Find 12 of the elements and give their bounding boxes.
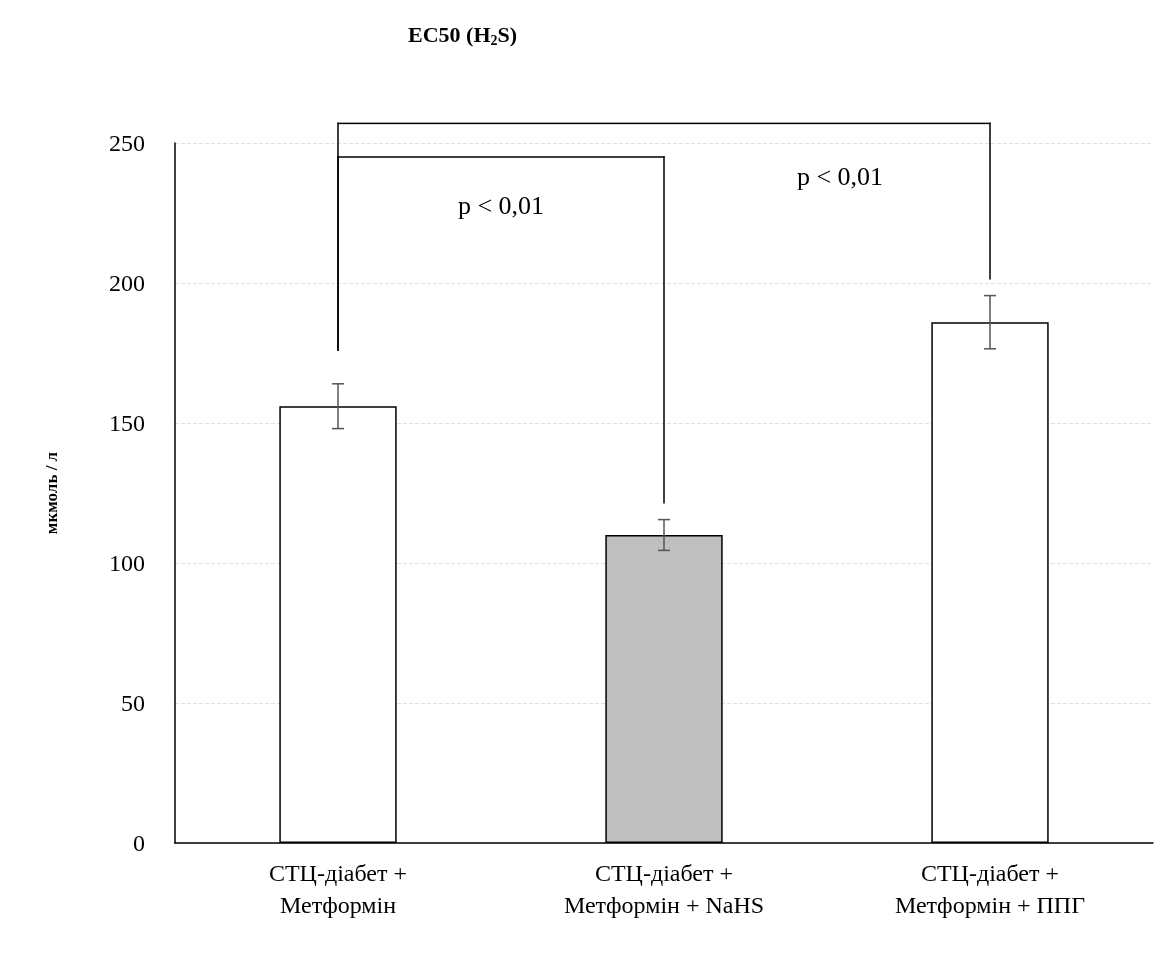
y-axis-title: мкмоль / л — [42, 451, 61, 535]
x-tick-label: СТЦ-діабет + Метформін + NaHS — [563, 860, 765, 918]
y-tick-label: 100 — [109, 550, 145, 576]
annotation: p < 0,01 — [796, 161, 884, 191]
x-tick-label: СТЦ-діабет + Метформін — [268, 860, 408, 918]
y-tick-label: 200 — [109, 270, 145, 296]
x-tick-label: СТЦ-діабет + Метформін + ППГ — [894, 860, 1086, 918]
y-tick-label: 50 — [121, 690, 145, 716]
y-tick-label: 150 — [109, 410, 145, 436]
y-tick-label: 0 — [133, 830, 145, 856]
annotation: p < 0,01 — [457, 190, 545, 220]
y-tick-label: 250 — [109, 130, 145, 156]
